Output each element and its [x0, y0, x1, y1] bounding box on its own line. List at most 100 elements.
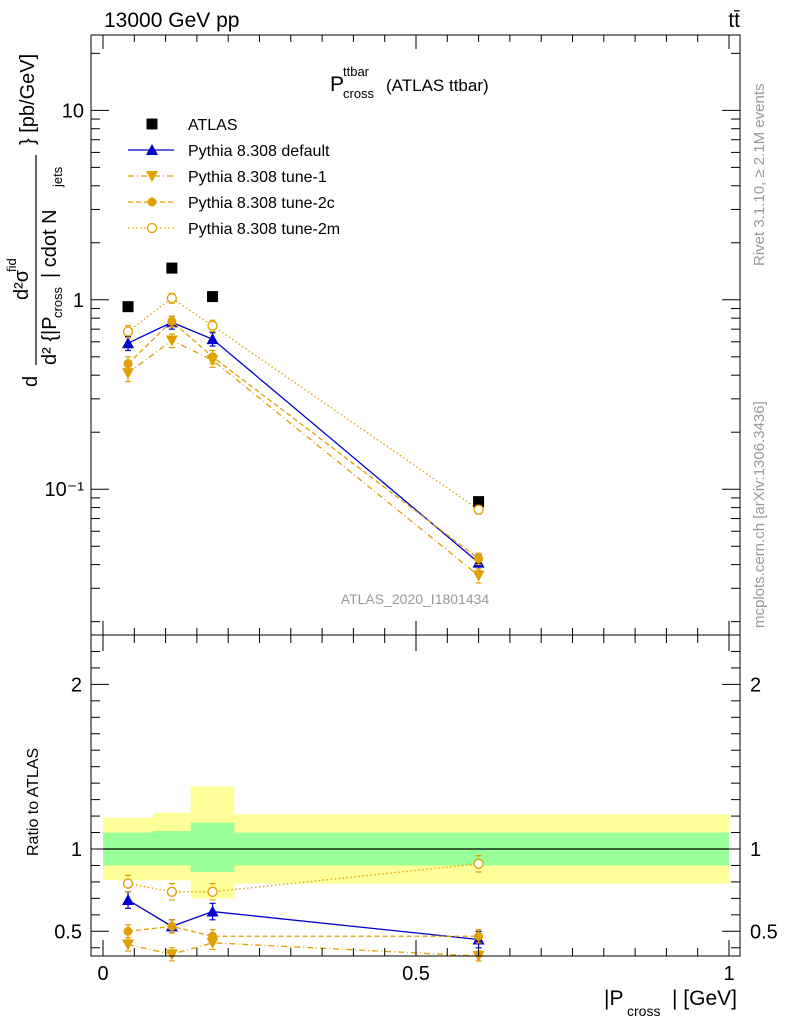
legend-entry-tune1: Pythia 8.308 tune-1	[128, 169, 327, 186]
xlabel-a: |P	[604, 987, 623, 1010]
main-point-tune2c	[208, 352, 218, 362]
ratio-uncertainty-bands	[103, 786, 729, 899]
ratio-point-default	[122, 894, 135, 906]
main-y-tick-label: 10⁻¹	[45, 479, 85, 501]
ratio-line-tune1	[127, 942, 479, 957]
legend-entry-data: ATLAS	[146, 117, 238, 134]
ratio-y-tick-label-right: 0.5	[750, 921, 778, 943]
ratio-panel-series	[122, 854, 485, 962]
ylabel-numerator: d²σ	[11, 269, 33, 300]
legend-label: Pythia 8.308 tune-2m	[188, 221, 340, 238]
legend-marker	[146, 171, 158, 182]
ratio-point-default	[206, 905, 219, 917]
title-rest: (ATLAS ttbar)	[386, 76, 489, 95]
title-superscript: ttbar	[343, 64, 370, 79]
legend-label: Pythia 8.308 tune-2c	[188, 195, 335, 212]
main-line-default	[127, 321, 480, 564]
main-series-default	[122, 315, 485, 572]
legend-marker	[146, 118, 158, 130]
title-main-letter: P	[330, 73, 344, 96]
main-panel-axes: 10 1 10⁻¹	[45, 35, 740, 635]
rivet-version-label: Rivet 3.1.10, ≥ 2.1M events	[751, 84, 768, 267]
main-y-tick-label: 1	[73, 290, 84, 312]
ratio-band-inner	[153, 830, 191, 866]
ratio-band-inner	[190, 822, 235, 873]
ratio-point-tune2c	[474, 931, 484, 941]
xlabel-sub: cross	[627, 1003, 660, 1019]
legend-entry-default: Pythia 8.308 default	[128, 143, 330, 160]
main-point-data	[473, 496, 485, 508]
analysis-watermark: ATLAS_2020_I1801434	[341, 591, 490, 607]
main-point-tune2m	[166, 293, 178, 304]
mcplots-reference-label: mcplots.cern.ch [arXiv:1306.3436]	[751, 401, 768, 628]
main-series-tune1	[122, 333, 485, 584]
legend-marker	[146, 144, 158, 155]
legend-marker	[147, 197, 157, 207]
legend-label: ATLAS	[188, 117, 238, 134]
main-point-tune2m	[122, 326, 134, 337]
main-line-tune1	[127, 339, 480, 577]
main-point-data	[207, 291, 219, 303]
legend-label: Pythia 8.308 default	[188, 143, 330, 160]
main-point-data	[166, 262, 178, 274]
title-subscript: cross	[343, 86, 375, 101]
main-point-tune1	[165, 335, 178, 347]
ratio-x-tick-label: 0.5	[402, 963, 430, 985]
main-line-tune2c	[127, 320, 479, 560]
header-left-label: 13000 GeV pp	[104, 9, 239, 32]
main-point-tune2c	[167, 316, 177, 326]
main-point-default	[206, 333, 219, 345]
main-line-tune2m	[127, 297, 479, 511]
ylabel-numerator-sup: fid	[4, 258, 19, 272]
legend-entry-tune2c: Pythia 8.308 tune-2c	[128, 195, 335, 212]
ratio-point-tune1	[122, 939, 135, 951]
header-right-label: tt̄	[728, 9, 740, 32]
ratio-line-tune2m	[127, 863, 479, 893]
ratio-panel-frame	[90, 634, 741, 957]
ratio-point-tune2c	[208, 931, 218, 941]
main-point-tune2m	[207, 320, 218, 331]
ylabel-derivative-d: d	[20, 376, 42, 387]
ratio-point-tune2m	[122, 878, 134, 889]
ylabel-den-b: | cdot N	[39, 209, 61, 278]
ratio-series-default	[122, 891, 485, 949]
main-point-tune2c	[474, 554, 484, 564]
main-plot-title: P ttbar cross (ATLAS ttbar)	[330, 64, 489, 101]
main-point-default	[122, 337, 135, 349]
legend-label: Pythia 8.308 tune-1	[188, 169, 327, 186]
main-panel-series	[122, 262, 485, 584]
main-point-data	[122, 301, 134, 313]
main-point-tune2c	[123, 359, 133, 369]
ratio-point-tune2c	[123, 926, 133, 936]
legend-entry-tune2m: Pythia 8.308 tune-2m	[128, 221, 340, 238]
ratio-panel-axes: 0.5 0.5 1 1 2 2 0 0.5 1	[54, 635, 778, 985]
ratio-point-tune1	[165, 949, 178, 961]
ratio-x-tick-label: 0	[97, 963, 108, 985]
main-series-tune2c	[123, 315, 484, 566]
ylabel-den-sub2: jets	[50, 166, 65, 188]
ylabel-den-a: d² {|P	[39, 316, 61, 365]
ylabel-den-sub: cross	[50, 286, 65, 318]
ratio-point-tune2m	[473, 858, 484, 869]
main-series-tune2m	[122, 292, 484, 515]
ratio-series-tune1	[122, 935, 485, 962]
main-point-tune1	[472, 570, 485, 582]
ratio-point-tune2m	[207, 886, 218, 897]
ratio-y-tick-label: 2	[71, 674, 82, 696]
ratio-point-tune2m	[166, 886, 178, 897]
main-y-tick-label: 10	[62, 100, 84, 122]
main-series-data	[122, 262, 485, 508]
legend: ATLAS Pythia 8.308 default Pythia 8.308 tu…	[128, 117, 340, 238]
x-axis-label: |P cross | [GeV]	[604, 987, 737, 1019]
ratio-y-tick-label-right: 2	[750, 674, 761, 696]
main-y-axis-label: } [pb/GeV] d²σ fid d d² {|P cross | cdot…	[4, 54, 65, 387]
ratio-series-tune2m	[122, 854, 484, 901]
ratio-series-tune2c	[123, 919, 484, 944]
ratio-y-axis-label: Ratio to ATLAS	[25, 748, 42, 856]
ratio-x-tick-label: 1	[723, 963, 734, 985]
ratio-y-tick-label-right: 1	[750, 839, 761, 861]
ratio-y-tick-label: 0.5	[54, 921, 82, 943]
main-point-tune2m	[473, 504, 484, 515]
xlabel-b: | [GeV]	[672, 987, 737, 1010]
